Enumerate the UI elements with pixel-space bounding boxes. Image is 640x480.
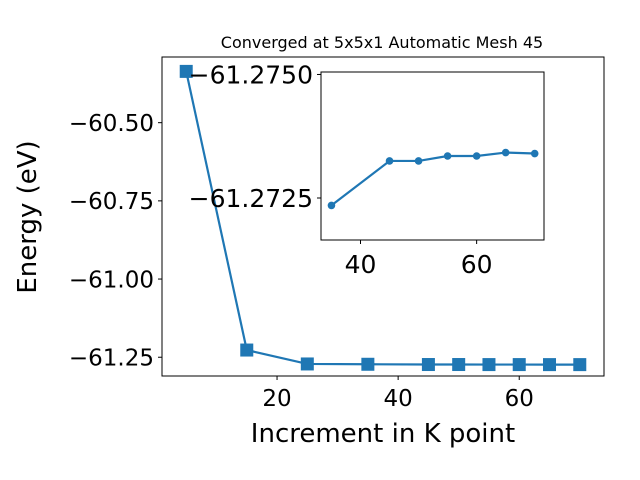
y-tick-label: −61.2750 bbox=[189, 60, 313, 89]
y-tick-label: −60.50 bbox=[69, 111, 154, 137]
data-point bbox=[472, 152, 481, 160]
inset-x-ticks: 40 60 bbox=[345, 240, 493, 279]
inset-series bbox=[327, 148, 539, 210]
data-point bbox=[240, 343, 254, 357]
data-point bbox=[482, 358, 496, 372]
data-point bbox=[573, 358, 587, 372]
data-point bbox=[543, 358, 557, 372]
inset-y-ticks: −61.2725 −61.2750 bbox=[189, 60, 321, 213]
x-axis-label: Increment in K point bbox=[251, 419, 515, 449]
y-tick-label: −61.2725 bbox=[189, 184, 313, 213]
y-axis-label: Energy (eV) bbox=[13, 140, 43, 293]
data-point bbox=[361, 357, 375, 371]
main-x-ticks: 20 40 60 bbox=[262, 376, 534, 412]
inset-background bbox=[321, 72, 544, 240]
data-point bbox=[501, 148, 510, 157]
data-point bbox=[385, 157, 394, 165]
series-line bbox=[185, 71, 580, 366]
y-tick-label: −60.75 bbox=[69, 189, 154, 215]
data-point bbox=[530, 149, 539, 158]
data-point bbox=[300, 357, 314, 371]
chart-title: Converged at 5x5x1 Automatic Mesh 45 bbox=[221, 33, 543, 52]
data-point bbox=[414, 157, 423, 165]
inset-chart: 40 60 −61.2725 −61.2750 bbox=[189, 60, 545, 279]
y-tick-label: −61.25 bbox=[69, 346, 154, 372]
main-series bbox=[179, 64, 587, 372]
data-point bbox=[179, 64, 193, 78]
x-tick-label: 40 bbox=[383, 386, 412, 412]
main-y-ticks: −61.25 −61.00 −60.75 −60.50 bbox=[69, 111, 162, 372]
x-tick-label: 40 bbox=[345, 250, 377, 279]
data-point bbox=[512, 358, 526, 372]
x-tick-label: 20 bbox=[262, 386, 291, 412]
data-point bbox=[327, 201, 336, 210]
y-tick-label: −61.00 bbox=[69, 267, 154, 293]
data-point bbox=[421, 358, 435, 372]
data-point bbox=[443, 152, 452, 160]
inset-plot-area bbox=[320, 71, 545, 241]
data-point bbox=[452, 358, 466, 372]
main-plot-area bbox=[161, 56, 605, 377]
x-tick-label: 60 bbox=[461, 250, 493, 279]
x-tick-label: 60 bbox=[505, 386, 534, 412]
main-chart: Converged at 5x5x1 Automatic Mesh 45 20 4… bbox=[13, 33, 605, 449]
